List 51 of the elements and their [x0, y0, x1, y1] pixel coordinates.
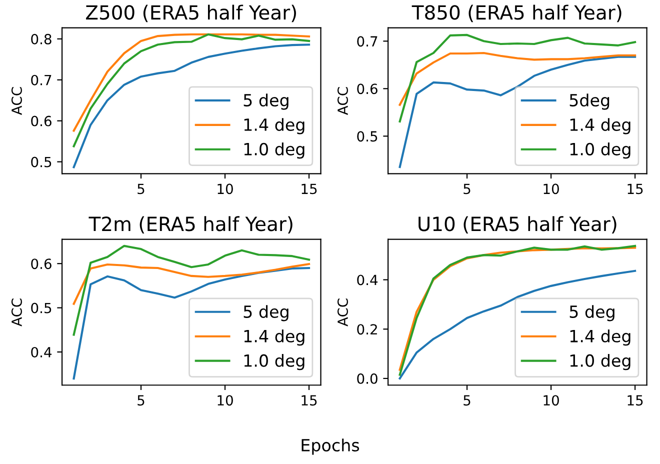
y-tick-label: 0.4: [31, 346, 52, 358]
y-tick-label: 0.5: [31, 156, 52, 168]
x-axis-title: Epochs: [302, 438, 360, 455]
line-series: [72, 44, 310, 168]
legend-label: 1.4 deg: [244, 330, 304, 346]
legend-label: 5deg: [570, 94, 610, 110]
legend-label: 1.0 deg: [244, 354, 304, 370]
x-tick-label: 5: [464, 395, 470, 406]
x-tick-label: 10: [218, 395, 233, 406]
chart-title: T850 (ERA5 half Year): [412, 4, 622, 22]
y-tick-label: 0.0: [357, 373, 378, 384]
legend-label: 5 deg: [244, 305, 288, 322]
x-tick-label: 15: [628, 395, 643, 406]
x-tick-label: 10: [218, 184, 233, 194]
y-axis-title: ACC: [337, 87, 348, 115]
y-tick-label: 0.6: [31, 258, 52, 270]
line-series: [398, 270, 636, 380]
line-series: [72, 266, 310, 380]
y-tick-label: 0.8: [31, 34, 52, 44]
y-tick-label: 0.4: [357, 274, 378, 286]
legend-label: 5 deg: [570, 305, 614, 322]
x-tick-label: 15: [302, 395, 317, 406]
legend-label: 1.4 deg: [570, 118, 630, 134]
x-tick-label: 15: [302, 184, 317, 194]
x-tick-label: 5: [138, 184, 144, 194]
legend-label: 1.4 deg: [244, 118, 304, 134]
line-series: [398, 56, 636, 168]
legend-label: 5 deg: [244, 94, 288, 110]
y-tick-label: 0.7: [357, 36, 378, 47]
x-tick-label: 5: [464, 184, 470, 194]
legend-label: 1.0 deg: [570, 354, 630, 370]
y-axis-title: ACC: [11, 298, 22, 326]
y-tick-label: 0.5: [357, 131, 378, 142]
line-series: [72, 262, 310, 305]
y-tick-label: 0.6: [31, 116, 52, 126]
y-tick-label: 0.2: [357, 324, 377, 335]
chart-title: T2m (ERA5 half Year): [88, 216, 292, 234]
x-tick-label: 15: [628, 184, 643, 194]
y-tick-label: 0.5: [31, 302, 52, 314]
chart-title: U10 (ERA5 half Year): [418, 216, 616, 234]
x-tick-label: 10: [544, 184, 559, 194]
chart-title: Z500 (ERA5 half Year): [86, 4, 296, 22]
x-tick-label: 5: [138, 395, 144, 406]
y-tick-label: 0.7: [31, 74, 52, 86]
x-tick-label: 10: [544, 395, 559, 406]
legend-label: 1.0 deg: [570, 142, 630, 159]
y-axis-title: ACC: [11, 87, 22, 115]
y-tick-label: 0.6: [357, 84, 378, 94]
y-axis-title: ACC: [337, 298, 348, 326]
legend-label: 1.0 deg: [244, 142, 304, 159]
legend-label: 1.4 deg: [570, 330, 630, 346]
